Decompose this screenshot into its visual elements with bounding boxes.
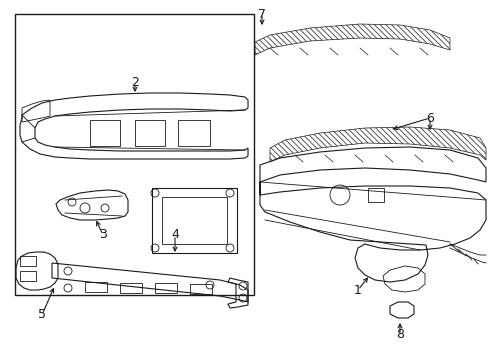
Text: 3: 3 — [99, 229, 107, 242]
Bar — [162, 197, 226, 244]
Bar — [178, 120, 209, 146]
Text: 6: 6 — [425, 112, 433, 125]
Bar — [190, 284, 212, 293]
Text: 7: 7 — [258, 8, 265, 21]
Bar — [20, 256, 36, 266]
Bar — [152, 188, 237, 253]
Bar — [15, 14, 254, 295]
Bar — [20, 271, 36, 281]
Bar — [85, 282, 107, 292]
Bar — [90, 120, 120, 146]
Bar — [367, 188, 383, 202]
Text: 2: 2 — [131, 77, 139, 90]
Text: 1: 1 — [353, 284, 361, 297]
Bar — [155, 283, 177, 293]
Text: 5: 5 — [38, 309, 46, 321]
Text: 4: 4 — [171, 229, 179, 242]
Bar — [120, 283, 142, 292]
Bar — [135, 120, 164, 146]
Text: 8: 8 — [395, 328, 403, 342]
